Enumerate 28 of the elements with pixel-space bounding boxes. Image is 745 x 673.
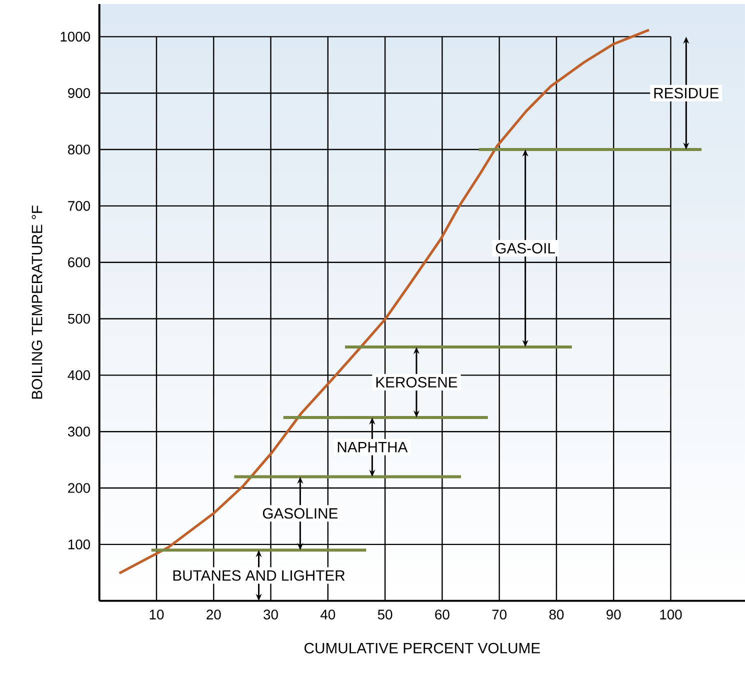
y-tick-label: 500 [68,314,90,324]
x-tick-label: 50 [378,609,392,620]
x-tick-label: 20 [206,609,221,620]
x-tick-label: 30 [264,609,278,620]
annotation: GASOLINE [262,508,338,518]
x-tick-label: 80 [549,609,564,620]
y-tick-label: 700 [68,200,90,211]
x-tick-label: 70 [492,609,506,620]
x-tick-label: 90 [606,609,621,620]
annotation: NAPHTHA [338,442,408,452]
annotation: RESIDUE [654,88,719,98]
annotation: BUTANES AND LIGHTER [173,570,345,580]
annotation: KEROSENE [376,376,458,388]
y-tick-label: 900 [68,88,90,98]
y-tick-label: 300 [68,426,90,436]
y-tick-label: 200 [68,482,90,493]
x-tick-label: 10 [150,609,164,620]
y-tick-label: 400 [68,370,90,380]
y-tick-label: 800 [68,144,90,154]
y-tick-label: 1000 [60,32,90,42]
x-tick-label: 60 [435,609,450,620]
annotation: GAS-OIL [496,242,555,254]
y-axis-title: BOILING TEMPERATURE °F [32,205,42,398]
x-axis-title: CUMULATIVE PERCENT VOLUME [304,642,540,654]
x-tick-label: 40 [320,609,336,620]
y-tick-label: 100 [68,539,90,550]
x-tick-label: 100 [660,609,682,620]
y-tick-label: 600 [68,257,90,268]
